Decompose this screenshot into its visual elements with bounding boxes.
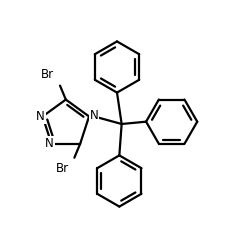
Text: Br: Br (55, 162, 69, 175)
Text: N: N (90, 109, 99, 122)
Text: Br: Br (41, 68, 54, 81)
Text: N: N (36, 110, 45, 123)
Text: N: N (45, 137, 54, 150)
